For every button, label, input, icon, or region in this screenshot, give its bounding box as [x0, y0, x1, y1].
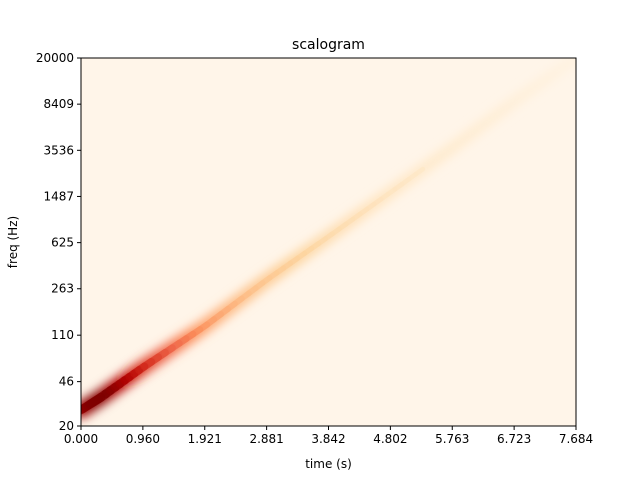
x-tick-label: 4.802 — [373, 432, 407, 446]
x-tick-label: 5.763 — [435, 432, 469, 446]
y-tick-label: 263 — [51, 282, 74, 296]
x-tick-label: 2.881 — [249, 432, 283, 446]
x-axis: 0.000 0.960 1.921 2.881 3.842 4.802 5.763 6.723… — [64, 426, 593, 446]
y-tick-label: 1487 — [43, 189, 74, 203]
heatmap-layer — [81, 58, 576, 419]
chart-title: scalogram — [292, 37, 365, 53]
y-axis-label: freq (Hz) — [6, 216, 20, 268]
x-tick-label: 1.921 — [188, 432, 222, 446]
ridge-segment — [563, 58, 576, 68]
x-axis-label: time (s) — [305, 457, 352, 471]
x-tick-label: 3.842 — [311, 432, 345, 446]
x-tick-label: 0.960 — [126, 432, 160, 446]
y-tick-label: 20000 — [36, 51, 74, 65]
y-tick-label: 46 — [59, 375, 74, 389]
x-tick-label: 6.723 — [497, 432, 531, 446]
ridge-core-segment — [413, 166, 426, 177]
x-tick-label: 0.000 — [64, 432, 98, 446]
y-tick-label: 625 — [51, 236, 74, 250]
y-tick-label: 8409 — [43, 97, 74, 111]
y-tick-label: 20 — [59, 419, 74, 433]
ridge-core — [81, 166, 426, 415]
y-tick-label: 110 — [51, 328, 74, 342]
x-tick-label: 7.684 — [559, 432, 593, 446]
y-axis: 20 46 110 263 625 1487 3536 8409 20000 — [36, 51, 81, 433]
y-tick-label: 3536 — [43, 143, 74, 157]
